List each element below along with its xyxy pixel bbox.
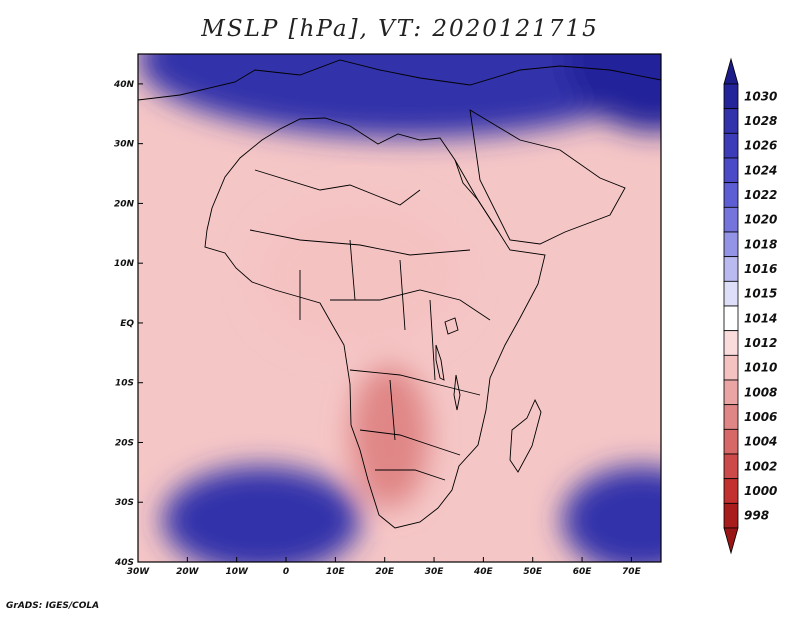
pressure-center-1 (567, 54, 661, 132)
map-title: MSLP [hPa], VT: 2020121715 (201, 16, 599, 42)
africa-coastline (204, 117, 546, 529)
colorbar-swatch (723, 132, 739, 159)
lon-tick-label: 30E (425, 567, 445, 577)
colorbar-label: 1010 (744, 361, 777, 375)
colorbar-swatch (723, 206, 739, 233)
lake-malawi (453, 374, 461, 411)
pressure-center-5 (562, 466, 661, 562)
border-2 (249, 229, 471, 256)
colorbar-label: 1015 (744, 287, 777, 301)
lat-tick-label: EQ (120, 319, 134, 329)
lat-tick-label: 10S (115, 379, 134, 389)
colorbar-swatch (723, 330, 739, 356)
lon-tick-label: 40E (473, 567, 494, 577)
colorbar-label: 1012 (744, 336, 777, 350)
colorbar-swatch (723, 182, 739, 208)
colorbar-top-arrow (723, 57, 739, 85)
border-3 (330, 289, 491, 321)
europe-coastline (138, 59, 661, 101)
lon-tick-label: 10W (225, 567, 249, 577)
colorbar-label: 1020 (744, 213, 777, 227)
arabia-coastline (469, 109, 626, 245)
colorbar-label: 1030 (744, 89, 777, 103)
colorbar-swatch (723, 157, 739, 184)
lat-tick-label: 20N (114, 199, 135, 209)
pressure-field (138, 54, 661, 562)
map-frame (137, 53, 662, 563)
lat-tick-label: 10N (114, 259, 135, 269)
lon-tick-label: 70E (622, 567, 642, 577)
colorbar-swatch (723, 404, 739, 430)
colorbar-label: 1006 (744, 410, 777, 424)
pressure-center-0 (138, 54, 661, 138)
colorbar-bottom-arrow (723, 527, 739, 555)
lat-tick-label: 20S (115, 438, 134, 448)
pressure-center-4 (162, 466, 360, 562)
border-5 (359, 429, 461, 456)
colorbar-label: 1016 (744, 262, 777, 276)
colorbar-label: 1018 (744, 237, 777, 251)
lon-tick-label: 0 (283, 567, 289, 577)
lon-tick-label: 60E (573, 567, 593, 577)
lat-tick-label: 40S (114, 558, 134, 568)
colorbar-swatch (723, 379, 739, 406)
colorbar-label: 1024 (744, 163, 777, 177)
lon-tick-label: 10E (326, 567, 346, 577)
colorbar-label: 1014 (744, 311, 777, 325)
coastlines (138, 59, 661, 529)
border-4 (349, 369, 481, 396)
colorbar-swatch (723, 502, 739, 529)
colorbar-swatch (723, 428, 739, 455)
colorbar-label: 1022 (744, 188, 777, 202)
colorbar-swatch (723, 478, 739, 504)
colorbar-swatch (723, 231, 739, 258)
colorbar-label: 998 (744, 509, 769, 523)
lake-tanganyika (435, 344, 445, 381)
colorbar-swatch (723, 280, 739, 307)
pressure-center-2 (251, 197, 469, 353)
grads-credit: GrADS: IGES/COLA (6, 601, 100, 611)
colorbar-label: 1000 (744, 484, 777, 498)
axis-ticks: 30W 20W 10W 0 10E 20E 30E 40E 50E 60E 70E 40N 30N 20N… (113, 80, 642, 577)
pressure-center-3 (350, 364, 430, 509)
lat-tick-label: 40N (113, 80, 135, 90)
colorbar-label: 1026 (744, 139, 777, 153)
border-6 (375, 469, 446, 481)
border-7 (299, 239, 436, 441)
colorbar-swatch (723, 453, 739, 480)
lake-victoria (444, 317, 459, 335)
madagascar-coastline (509, 398, 542, 473)
lon-tick-label: 50E (523, 567, 543, 577)
colorbar: 1030 1028 1026 1024 1022 1020 1018 1016 1015 1014… (723, 57, 777, 555)
lon-tick-label: 20W (176, 567, 200, 577)
border-1 (254, 169, 421, 206)
lon-tick-label: 20E (375, 567, 395, 577)
lat-tick-label: 30N (114, 140, 135, 150)
colorbar-label: 1028 (744, 114, 777, 128)
colorbar-swatch (723, 354, 739, 381)
colorbar-label: 1002 (744, 459, 777, 473)
colorbar-label: 1004 (744, 435, 777, 449)
red-sea-coast (454, 159, 499, 232)
lon-tick-label: 30W (127, 567, 151, 577)
colorbar-swatch (723, 83, 739, 110)
colorbar-swatch (723, 256, 739, 282)
colorbar-label: 1008 (744, 385, 777, 399)
lat-tick-label: 30S (115, 498, 134, 508)
colorbar-swatch (723, 305, 739, 332)
colorbar-swatch (723, 108, 739, 134)
